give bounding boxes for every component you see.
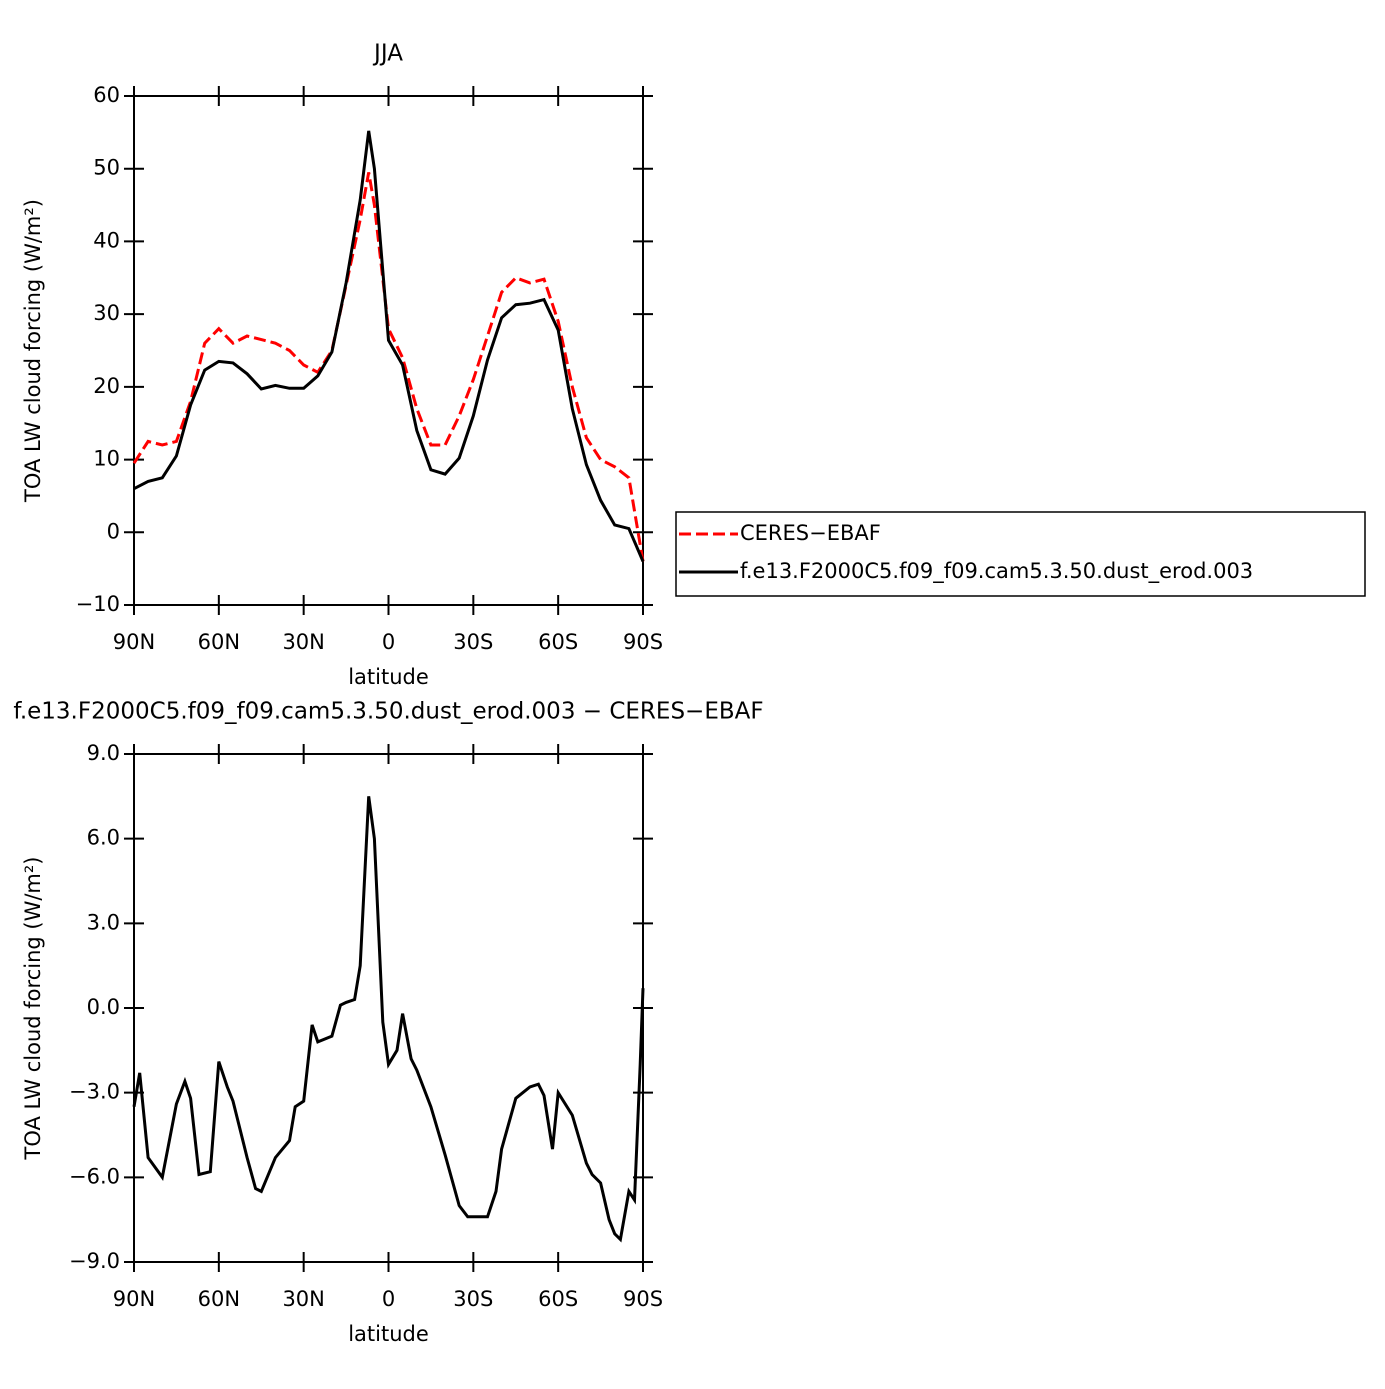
chart-title: f.e13.F2000C5.f09_f09.cam5.3.50.dust_ero… [13, 699, 763, 725]
legend-label: CERES−EBAF [740, 521, 881, 545]
x-tick-label: 90S [623, 1287, 663, 1311]
y-tick-label: 6.0 [87, 826, 120, 850]
x-axis-label: latitude [348, 665, 429, 689]
y-tick-label: 60 [93, 83, 120, 107]
y-tick-label: 9.0 [87, 741, 120, 765]
x-tick-label: 60N [198, 630, 240, 654]
x-tick-label: 30S [453, 1287, 493, 1311]
y-axis-label: TOA LW cloud forcing (W/m²) [21, 857, 45, 1161]
legend: CERES−EBAF f.e13.F2000C5.f09_f09.cam5.3.5… [675, 511, 1366, 597]
x-tick-label: 30N [282, 630, 324, 654]
y-tick-label: 20 [93, 374, 120, 398]
y-tick-label: −3.0 [69, 1080, 120, 1104]
x-tick-label: 90S [623, 630, 663, 654]
x-tick-label: 60S [538, 1287, 578, 1311]
y-tick-label: 40 [93, 228, 120, 252]
x-tick-label: 60S [538, 630, 578, 654]
y-tick-label: 50 [93, 156, 120, 180]
x-tick-label: 90N [113, 1287, 155, 1311]
x-axis-label: latitude [348, 1322, 429, 1346]
data-line [132, 796, 645, 1243]
x-tick-label: 90N [113, 630, 155, 654]
y-tick-label: 3.0 [87, 910, 120, 934]
chart-title: JJA [372, 41, 403, 67]
x-tick-label: 0 [382, 630, 395, 654]
y-tick-label: −9.0 [69, 1249, 120, 1273]
plot-frame [133, 95, 644, 606]
legend-label: f.e13.F2000C5.f09_f09.cam5.3.50.dust_ero… [740, 559, 1253, 584]
x-tick-label: 60N [198, 1287, 240, 1311]
y-tick-label: 30 [93, 301, 120, 325]
x-tick-label: 0 [382, 1287, 395, 1311]
data-line [133, 130, 645, 562]
x-tick-label: 30S [453, 630, 493, 654]
y-tick-label: −6.0 [69, 1164, 120, 1188]
legend-box [675, 511, 1366, 597]
plot-frame [133, 753, 644, 1263]
y-tick-label: 10 [93, 447, 120, 471]
y-tick-label: 0 [107, 519, 120, 543]
x-tick-label: 30N [282, 1287, 324, 1311]
y-tick-label: 0.0 [87, 995, 120, 1019]
y-tick-label: −10 [76, 592, 120, 616]
y-axis-label: TOA LW cloud forcing (W/m²) [21, 199, 45, 503]
